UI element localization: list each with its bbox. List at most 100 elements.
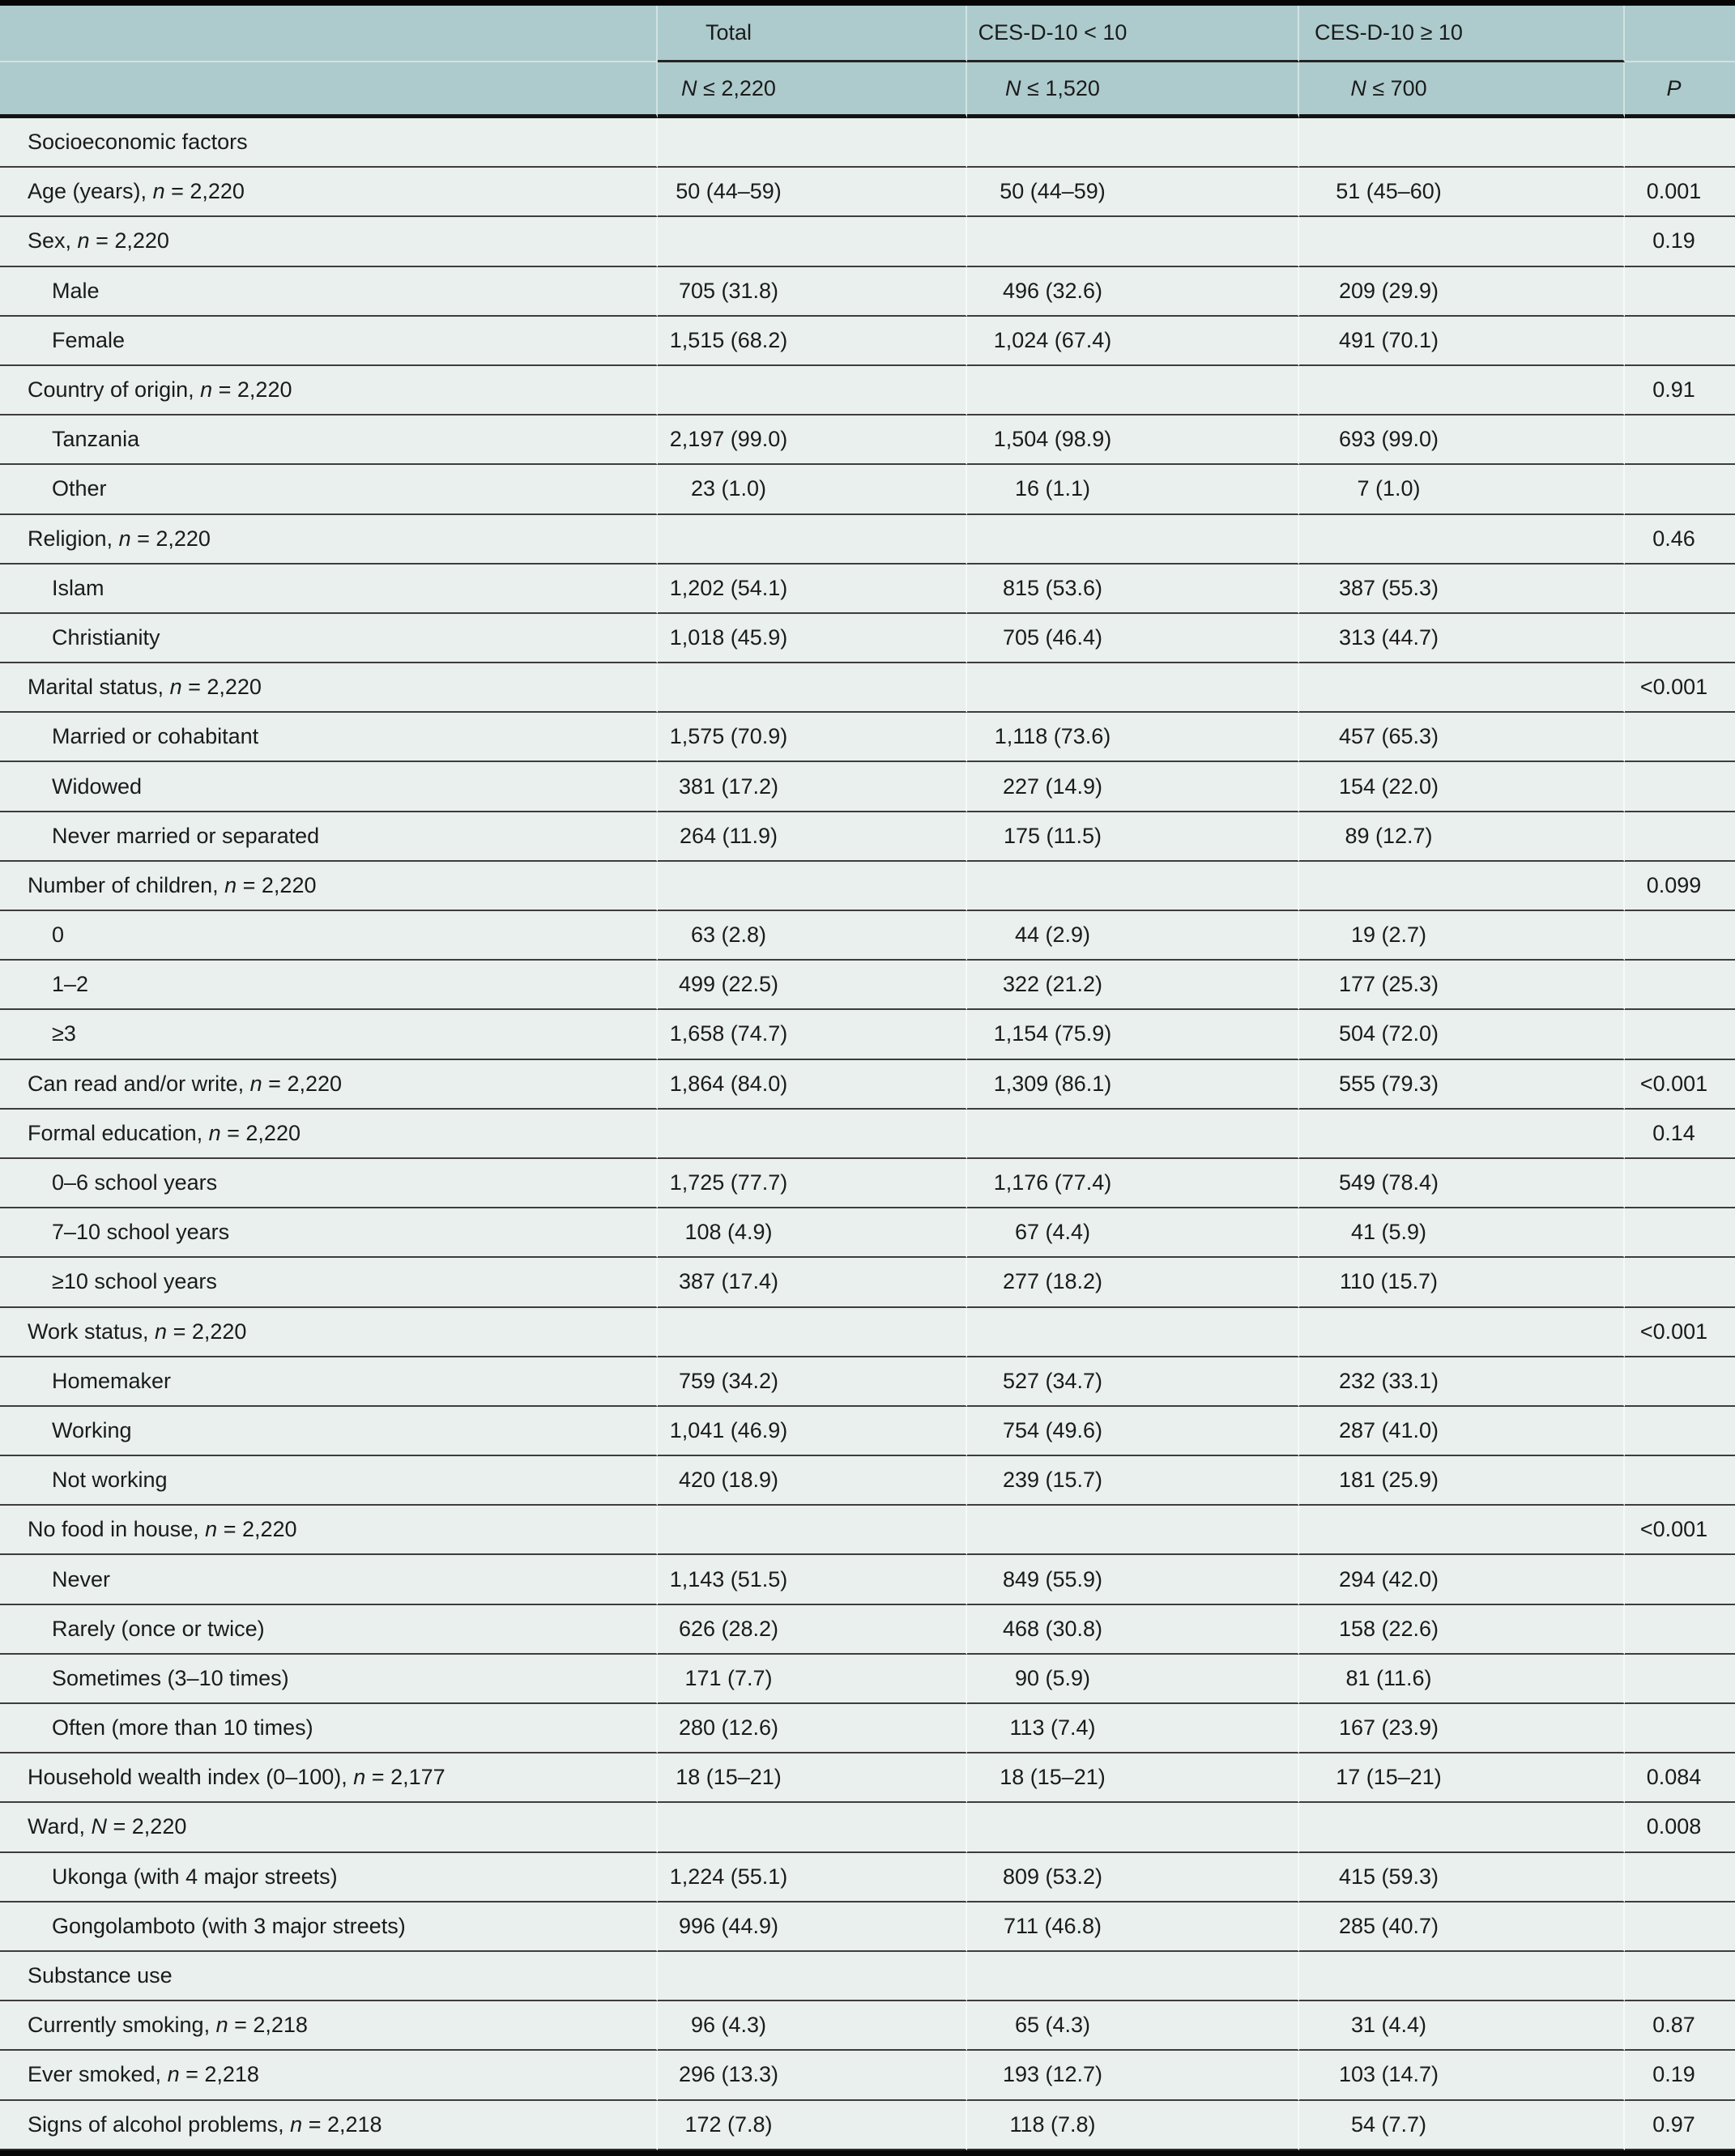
ces-lt10-cell: 90 (5.9) bbox=[967, 1654, 1299, 1704]
table-row: Never married or separated 264 (11.9) 17… bbox=[0, 812, 1735, 862]
total-cell bbox=[658, 663, 967, 714]
row-label-cell: 1–2 bbox=[0, 961, 658, 1011]
ces-lt10-cell: 711 (46.8) bbox=[967, 1902, 1299, 1952]
row-label-cell: Working bbox=[0, 1406, 658, 1457]
ces-ge10-cell: 41 (5.9) bbox=[1299, 1208, 1625, 1259]
table-body: Socioeconomic factors Age (years), n = 2… bbox=[0, 118, 1735, 2150]
total-cell: 50 (44–59) bbox=[658, 168, 967, 218]
table-row: ≥3 1,658 (74.7) 1,154 (75.9) 504 (72.0) bbox=[0, 1010, 1735, 1060]
p-value-cell bbox=[1625, 1704, 1735, 1754]
ces-lt10-cell: 496 (32.6) bbox=[967, 266, 1299, 317]
total-cell: 381 (17.2) bbox=[658, 762, 967, 812]
ces-lt10-cell: 815 (53.6) bbox=[967, 564, 1299, 614]
ces-lt10-cell: 118 (7.8) bbox=[967, 2100, 1299, 2150]
row-label-cell: Sometimes (3–10 times) bbox=[0, 1654, 658, 1704]
ces-lt10-cell: 849 (55.9) bbox=[967, 1555, 1299, 1605]
ces-ge10-cell bbox=[1299, 365, 1625, 416]
subheader-label-spacer bbox=[0, 62, 658, 118]
ces-lt10-cell: 65 (4.3) bbox=[967, 2001, 1299, 2052]
ces-lt10-cell bbox=[967, 118, 1299, 168]
p-value-cell bbox=[1625, 465, 1735, 515]
total-cell: 171 (7.7) bbox=[658, 1654, 967, 1704]
total-cell: 1,224 (55.1) bbox=[658, 1852, 967, 1902]
ces-lt10-cell: 50 (44–59) bbox=[967, 168, 1299, 218]
total-cell: 1,202 (54.1) bbox=[658, 564, 967, 614]
table-row: Often (more than 10 times) 280 (12.6) 11… bbox=[0, 1704, 1735, 1754]
ces-lt10-cell: 193 (12.7) bbox=[967, 2051, 1299, 2101]
row-label-cell: Christianity bbox=[0, 613, 658, 664]
total-cell: 1,515 (68.2) bbox=[658, 316, 967, 366]
row-label-cell: Number of children, n = 2,220 bbox=[0, 861, 658, 911]
ces-lt10-cell bbox=[967, 1951, 1299, 2002]
ces-ge10-cell bbox=[1299, 217, 1625, 267]
ces-lt10-cell bbox=[967, 1109, 1299, 1159]
ces-ge10-cell: 51 (45–60) bbox=[1299, 168, 1625, 218]
ces-ge10-cell: 7 (1.0) bbox=[1299, 465, 1625, 515]
table-row: No food in house, n = 2,220 <0.001 bbox=[0, 1506, 1735, 1556]
ces-ge10-cell: 154 (22.0) bbox=[1299, 762, 1625, 812]
table-row: Socioeconomic factors bbox=[0, 118, 1735, 168]
ces-lt10-cell: 175 (11.5) bbox=[967, 812, 1299, 862]
p-value-cell bbox=[1625, 713, 1735, 763]
ces-lt10-cell: 322 (21.2) bbox=[967, 961, 1299, 1011]
table-row: Gongolamboto (with 3 major streets) 996 … bbox=[0, 1902, 1735, 1952]
total-cell bbox=[658, 365, 967, 416]
ces-ge10-cell: 81 (11.6) bbox=[1299, 1654, 1625, 1704]
header-ces-ge10: CES-D-10 ≥ 10 bbox=[1299, 6, 1625, 62]
p-value-cell bbox=[1625, 564, 1735, 614]
row-label-cell: Never married or separated bbox=[0, 812, 658, 862]
total-cell bbox=[658, 514, 967, 565]
total-cell: 759 (34.2) bbox=[658, 1357, 967, 1407]
total-cell bbox=[658, 118, 967, 168]
p-value-cell bbox=[1625, 613, 1735, 664]
ces-lt10-cell: 1,176 (77.4) bbox=[967, 1158, 1299, 1209]
p-value-cell: 0.87 bbox=[1625, 2001, 1735, 2052]
p-value-cell bbox=[1625, 961, 1735, 1011]
ces-lt10-cell bbox=[967, 663, 1299, 714]
ces-lt10-cell: 16 (1.1) bbox=[967, 465, 1299, 515]
table-row: 0–6 school years 1,725 (77.7) 1,176 (77.… bbox=[0, 1158, 1735, 1209]
ces-ge10-cell bbox=[1299, 1506, 1625, 1556]
table-row: 7–10 school years 108 (4.9) 67 (4.4) 41 … bbox=[0, 1208, 1735, 1259]
table-row: Currently smoking, n = 2,218 96 (4.3) 65… bbox=[0, 2001, 1735, 2052]
ces-ge10-cell: 555 (79.3) bbox=[1299, 1059, 1625, 1110]
ces-ge10-cell: 103 (14.7) bbox=[1299, 2051, 1625, 2101]
p-value-cell bbox=[1625, 316, 1735, 366]
total-cell: 1,658 (74.7) bbox=[658, 1010, 967, 1060]
table-row: Substance use bbox=[0, 1951, 1735, 2002]
row-label-cell: Household wealth index (0–100), n = 2,17… bbox=[0, 1753, 658, 1804]
ces-lt10-cell: 67 (4.4) bbox=[967, 1208, 1299, 1259]
row-label-cell: Currently smoking, n = 2,218 bbox=[0, 2001, 658, 2052]
ces-ge10-cell: 415 (59.3) bbox=[1299, 1852, 1625, 1902]
total-cell: 108 (4.9) bbox=[658, 1208, 967, 1259]
row-label-cell: Islam bbox=[0, 564, 658, 614]
row-label-cell: Signs of alcohol problems, n = 2,218 bbox=[0, 2100, 658, 2150]
p-value-cell bbox=[1625, 1902, 1735, 1952]
p-value-cell: <0.001 bbox=[1625, 1307, 1735, 1357]
total-cell: 172 (7.8) bbox=[658, 2100, 967, 2150]
ces-ge10-cell: 209 (29.9) bbox=[1299, 266, 1625, 317]
p-value-cell bbox=[1625, 1010, 1735, 1060]
table-row: Household wealth index (0–100), n = 2,17… bbox=[0, 1753, 1735, 1804]
row-label-cell: Often (more than 10 times) bbox=[0, 1704, 658, 1754]
ces-ge10-cell bbox=[1299, 1951, 1625, 2002]
row-label-cell: Formal education, n = 2,220 bbox=[0, 1109, 658, 1159]
ces-lt10-cell: 809 (53.2) bbox=[967, 1852, 1299, 1902]
row-label-cell: 7–10 school years bbox=[0, 1208, 658, 1259]
characteristics-table: Total CES-D-10 < 10 CES-D-10 ≥ 10 N ≤ 2,… bbox=[0, 6, 1735, 2150]
row-label-cell: Ward, N = 2,220 bbox=[0, 1803, 658, 1853]
ces-lt10-cell: 527 (34.7) bbox=[967, 1357, 1299, 1407]
p-value-cell: 0.19 bbox=[1625, 2051, 1735, 2101]
row-label-cell: Male bbox=[0, 266, 658, 317]
ces-lt10-cell: 1,504 (98.9) bbox=[967, 415, 1299, 466]
row-label-cell: Never bbox=[0, 1555, 658, 1605]
ces-lt10-cell bbox=[967, 1506, 1299, 1556]
ces-lt10-cell bbox=[967, 365, 1299, 416]
ces-ge10-cell: 491 (70.1) bbox=[1299, 316, 1625, 366]
row-label-cell: No food in house, n = 2,220 bbox=[0, 1506, 658, 1556]
ces-ge10-cell: 504 (72.0) bbox=[1299, 1010, 1625, 1060]
table-row: Sex, n = 2,220 0.19 bbox=[0, 217, 1735, 267]
table-row: Widowed 381 (17.2) 227 (14.9) 154 (22.0) bbox=[0, 762, 1735, 812]
p-value-cell: 0.008 bbox=[1625, 1803, 1735, 1853]
